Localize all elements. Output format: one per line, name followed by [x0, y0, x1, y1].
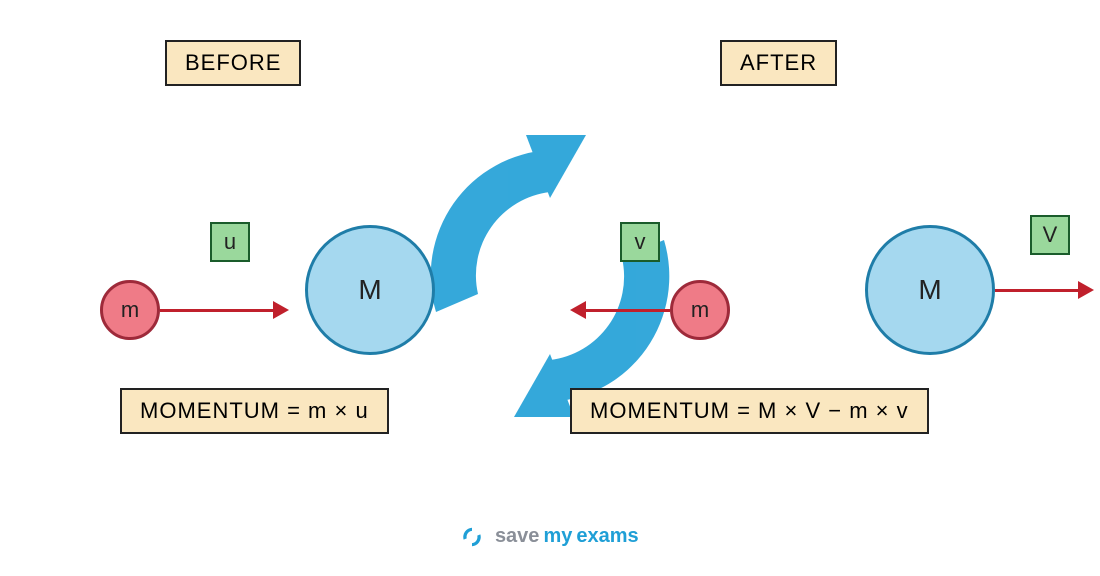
footer-text-2: my: [543, 525, 572, 547]
after-velocity-big-text: V: [1043, 222, 1058, 248]
momentum-before-label: MOMENTUM = m × u: [120, 388, 389, 434]
footer-text-1: save: [495, 525, 540, 547]
before-label: BEFORE: [165, 40, 301, 86]
after-arrow-big-head-icon: [1078, 281, 1094, 299]
after-arrow-small-head-icon: [570, 301, 586, 319]
after-velocity-big-label: V: [1030, 215, 1070, 255]
footer-branding: savemyexams: [0, 525, 1100, 548]
before-arrow: [160, 309, 275, 312]
after-arrow-big: [995, 289, 1080, 292]
before-small-ball: m: [100, 280, 160, 340]
before-big-ball-label: M: [358, 274, 381, 306]
after-small-ball: m: [670, 280, 730, 340]
after-label: AFTER: [720, 40, 837, 86]
after-small-ball-label: m: [691, 297, 709, 323]
before-velocity-text: u: [224, 229, 236, 255]
footer-logo-icon: [461, 526, 483, 548]
diagram-canvas: BEFORE AFTER M m u M m v V MOMENTUM = m …: [0, 0, 1100, 576]
footer-text-3: exams: [576, 525, 638, 547]
after-velocity-small-label: v: [620, 222, 660, 262]
before-big-ball: M: [305, 225, 435, 355]
before-arrow-head-icon: [273, 301, 289, 319]
after-big-ball: M: [865, 225, 995, 355]
before-velocity-label: u: [210, 222, 250, 262]
after-big-ball-label: M: [918, 274, 941, 306]
momentum-after-label: MOMENTUM = M × V − m × v: [570, 388, 929, 434]
before-small-ball-label: m: [121, 297, 139, 323]
after-arrow-small: [585, 309, 670, 312]
after-velocity-small-text: v: [635, 229, 646, 255]
